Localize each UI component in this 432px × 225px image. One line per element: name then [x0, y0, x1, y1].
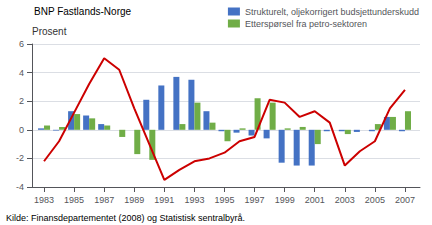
svg-text:1999: 1999	[275, 195, 295, 205]
svg-text:1995: 1995	[214, 195, 234, 205]
svg-text:Prosent: Prosent	[32, 26, 67, 37]
svg-text:2001: 2001	[305, 195, 325, 205]
svg-text:Etterspørsel fra petro-sektore: Etterspørsel fra petro-sektoren	[245, 19, 367, 29]
svg-text:Strukturelt, oljekorrigert bud: Strukturelt, oljekorrigert budsjettunder…	[245, 7, 419, 17]
svg-text:-4: -4	[16, 182, 24, 192]
svg-text:6: 6	[19, 39, 24, 49]
svg-text:-2: -2	[16, 153, 24, 163]
svg-text:1997: 1997	[245, 195, 265, 205]
svg-text:1985: 1985	[64, 195, 84, 205]
svg-text:2005: 2005	[365, 195, 385, 205]
svg-text:1993: 1993	[184, 195, 204, 205]
svg-text:2: 2	[19, 96, 24, 106]
svg-text:1987: 1987	[94, 195, 114, 205]
svg-text:1991: 1991	[154, 195, 174, 205]
svg-text:4: 4	[19, 68, 24, 78]
svg-text:2007: 2007	[395, 195, 415, 205]
svg-text:Kilde: Finansdepartementet (20: Kilde: Finansdepartementet (2008) og Sta…	[6, 213, 245, 223]
svg-text:1989: 1989	[124, 195, 144, 205]
svg-text:BNP Fastlands-Norge: BNP Fastlands-Norge	[34, 6, 132, 17]
svg-text:1983: 1983	[34, 195, 54, 205]
svg-text:2003: 2003	[335, 195, 355, 205]
svg-text:0: 0	[19, 125, 24, 135]
